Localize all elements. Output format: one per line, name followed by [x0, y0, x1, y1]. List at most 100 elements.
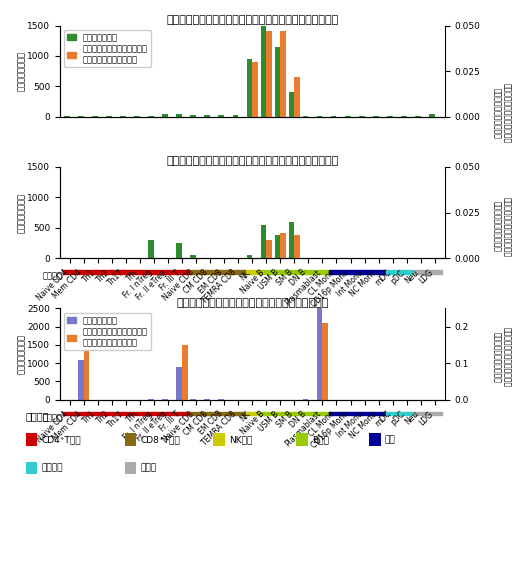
Bar — [190, 115, 196, 117]
Text: 疾患活動性シグネチャーとの
ジャッカード共有度指数: 疾患活動性シグネチャーとの ジャッカード共有度指数 — [492, 83, 512, 143]
Text: 細胞系統: 細胞系統 — [26, 411, 49, 421]
Legend: 発現変動遣伝子, 疾患活動性シグネチャーとの
ジャッカード共有度指数: 発現変動遣伝子, 疾患活動性シグネチャーとの ジャッカード共有度指数 — [64, 312, 151, 350]
Bar — [232, 257, 238, 258]
Bar — [302, 270, 316, 274]
Bar — [162, 257, 168, 258]
Bar — [317, 308, 322, 400]
Bar — [415, 116, 421, 117]
Bar — [373, 116, 379, 117]
Bar — [162, 399, 168, 400]
Bar — [345, 257, 350, 258]
Bar — [280, 31, 286, 117]
Bar — [176, 114, 182, 117]
Bar — [428, 270, 442, 274]
Bar — [162, 114, 168, 117]
Bar — [372, 270, 386, 274]
Bar — [189, 412, 203, 415]
Bar — [280, 232, 286, 258]
Bar — [330, 270, 344, 274]
Bar — [386, 412, 400, 415]
Bar — [288, 412, 302, 415]
Bar — [92, 116, 98, 117]
Bar — [387, 116, 393, 117]
Bar — [400, 412, 414, 415]
Bar — [176, 243, 182, 258]
Bar — [358, 270, 372, 274]
Bar — [331, 116, 336, 117]
Bar — [303, 399, 308, 400]
Title: ミコフェノール酸モフェチルによる発現変動遣伝子: ミコフェノール酸モフェチルによる発現変動遣伝子 — [176, 298, 329, 308]
Bar — [204, 257, 210, 258]
Bar — [386, 270, 400, 274]
Bar — [415, 257, 421, 258]
Bar — [78, 116, 84, 117]
Bar — [275, 47, 280, 117]
Bar — [161, 412, 175, 415]
Bar — [266, 31, 272, 117]
Bar — [275, 235, 280, 258]
Bar — [266, 240, 272, 258]
Bar — [218, 257, 224, 258]
Bar — [134, 257, 140, 258]
Bar — [217, 412, 231, 415]
Text: CD4⁺T細胞: CD4⁺T細胞 — [42, 435, 81, 444]
Bar — [204, 115, 210, 117]
Bar — [231, 270, 245, 274]
Bar — [189, 270, 203, 274]
Bar — [106, 116, 112, 117]
Bar — [252, 62, 258, 117]
Bar — [90, 270, 105, 274]
Bar — [274, 270, 288, 274]
Bar — [259, 412, 274, 415]
Bar — [358, 412, 372, 415]
Text: 好中球: 好中球 — [140, 463, 157, 472]
Bar — [133, 270, 147, 274]
Bar — [359, 116, 365, 117]
Bar — [90, 412, 105, 415]
Title: ベリムマブによる発現変動遣伝子（治療反応不良患者群）: ベリムマブによる発現変動遣伝子（治療反応不良患者群） — [166, 156, 339, 166]
Bar — [317, 116, 322, 117]
Bar — [106, 257, 112, 258]
Bar — [322, 323, 328, 400]
Bar — [204, 399, 210, 400]
Bar — [203, 270, 217, 274]
Bar — [344, 270, 358, 274]
Bar — [190, 255, 196, 258]
Bar — [175, 270, 189, 274]
Bar — [294, 235, 300, 258]
Text: NK細胞: NK細胞 — [229, 435, 252, 444]
Bar — [119, 412, 133, 415]
Bar — [148, 399, 154, 400]
Bar — [148, 116, 154, 117]
Bar — [317, 257, 322, 258]
Bar — [259, 270, 274, 274]
Text: B細胞: B細胞 — [312, 435, 329, 444]
Bar — [92, 257, 98, 258]
Bar — [147, 270, 161, 274]
Bar — [120, 257, 126, 258]
Bar — [345, 116, 350, 117]
Bar — [175, 412, 189, 415]
Bar — [359, 257, 365, 258]
Bar — [62, 412, 76, 415]
Bar — [218, 115, 224, 117]
Bar — [161, 270, 175, 274]
Bar — [401, 257, 407, 258]
Bar — [245, 412, 259, 415]
Bar — [231, 412, 245, 415]
Y-axis label: 発現変動遣伝子数: 発現変動遣伝子数 — [17, 193, 25, 232]
Bar — [120, 116, 126, 117]
Text: 疾患活動性シグネチャーとの
ジャッカード共有度指数: 疾患活動性シグネチャーとの ジャッカード共有度指数 — [492, 327, 512, 387]
Bar — [294, 77, 300, 117]
Title: ベリムマブによる発現変動遣伝子（治療反応良好患者群）: ベリムマブによる発現変動遣伝子（治療反応良好患者群） — [166, 15, 339, 25]
Bar — [387, 257, 393, 258]
Text: 単球: 単球 — [385, 435, 396, 444]
Bar — [133, 412, 147, 415]
Bar — [303, 257, 308, 258]
Bar — [274, 412, 288, 415]
Bar — [232, 115, 238, 117]
Bar — [289, 92, 294, 117]
Bar — [331, 257, 336, 258]
Bar — [428, 412, 442, 415]
Bar — [344, 412, 358, 415]
